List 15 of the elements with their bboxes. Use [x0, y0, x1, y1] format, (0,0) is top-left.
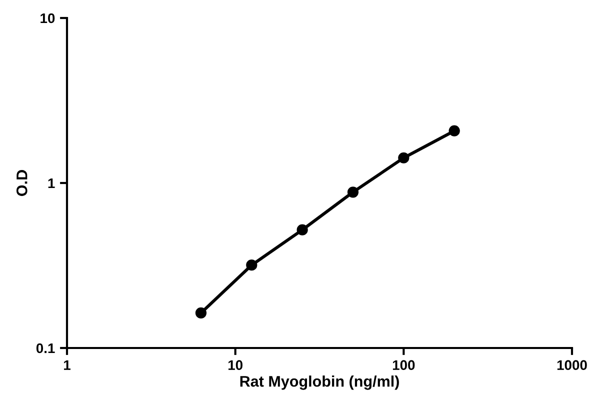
point — [398, 152, 410, 164]
y-tick-label: 1 — [48, 178, 55, 188]
point — [448, 125, 460, 136]
x-tick-label: 10 — [228, 360, 242, 370]
x-tick-label: 100 — [392, 360, 415, 370]
y-axis-title: O.D — [16, 170, 28, 196]
y-tick-label: 0.1 — [36, 343, 55, 354]
x-axis-title: Rat Myoglobin (ng/ml) — [240, 376, 399, 390]
x-tick-label: 1 — [64, 360, 70, 370]
point — [195, 307, 207, 319]
point — [347, 186, 359, 198]
y-tick-label: 10 — [40, 13, 55, 24]
point — [296, 224, 308, 236]
x-tick-label: 1000 — [557, 360, 587, 370]
point — [246, 260, 258, 271]
